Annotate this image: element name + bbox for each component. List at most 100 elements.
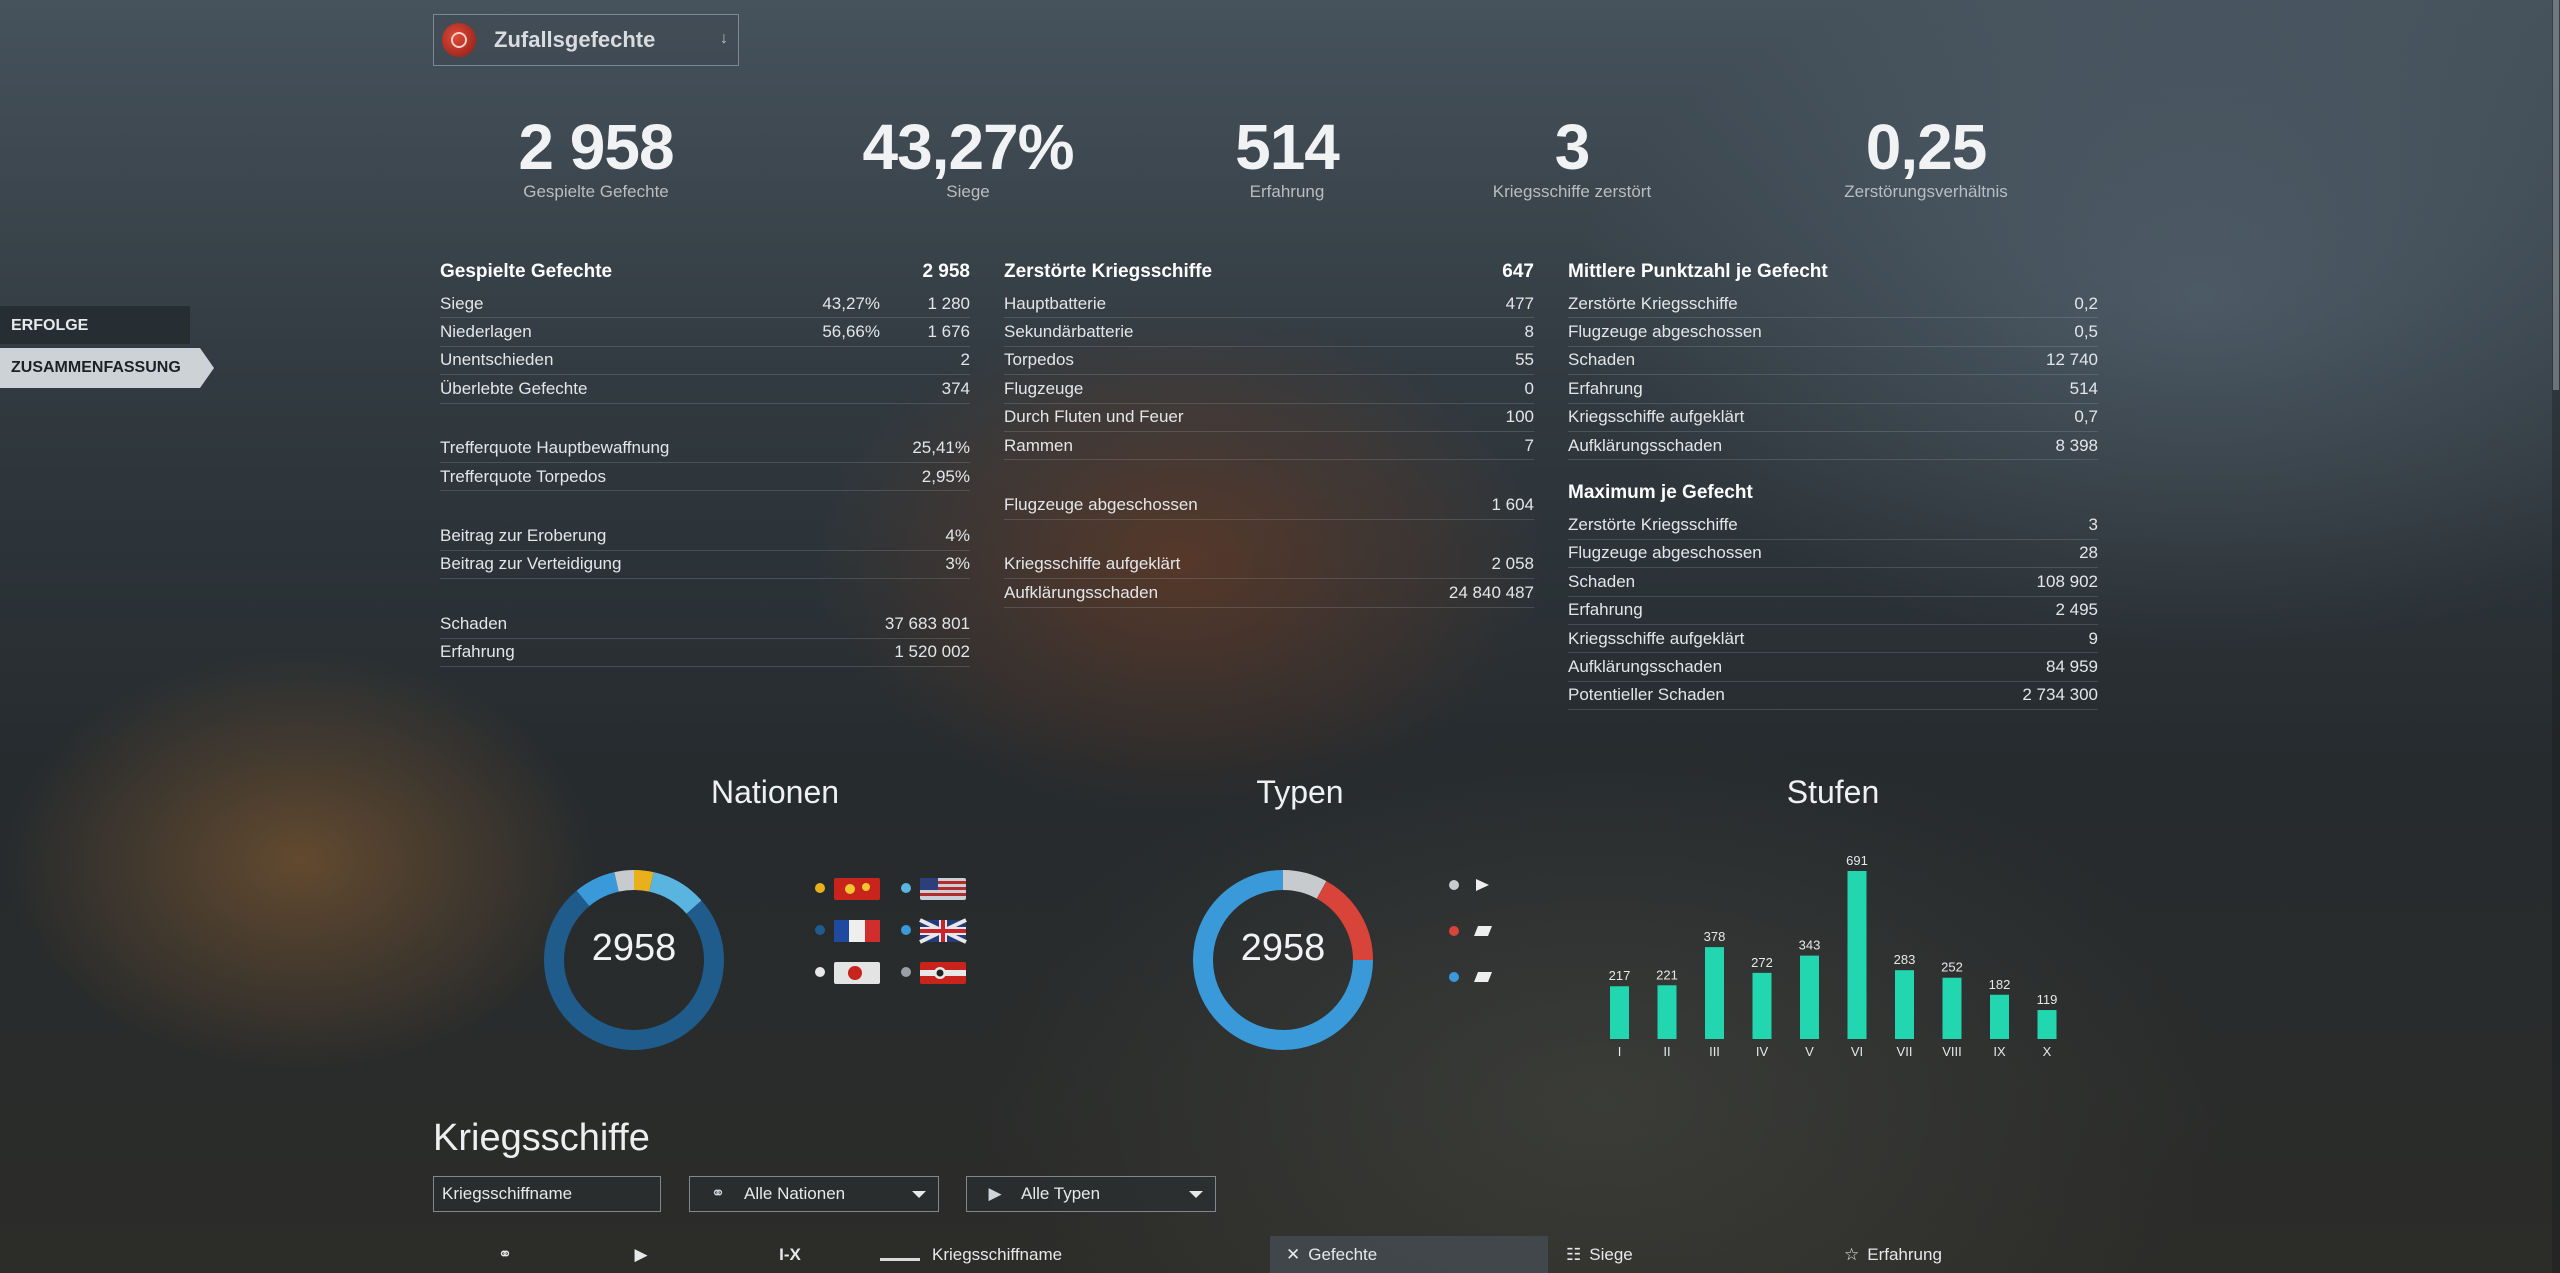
battles-column-header[interactable]: ✕ Gefechte bbox=[1270, 1236, 1548, 1273]
stat-label: Flugzeuge abgeschossen bbox=[1568, 322, 1762, 342]
stat-value: 0 bbox=[1524, 378, 1534, 398]
tier-bar bbox=[1990, 994, 2009, 1039]
ship-name-search-input[interactable] bbox=[433, 1176, 661, 1212]
summary-experience: 514 Erfahrung bbox=[1137, 112, 1437, 202]
header-label: Kriegsschiffname bbox=[932, 1244, 1063, 1264]
stat-row: Trefferquote Torpedos 2,95% bbox=[440, 463, 970, 492]
stat-row: Flugzeuge abgeschossen 28 bbox=[1568, 540, 2098, 569]
stat-value: 3% bbox=[945, 554, 970, 574]
stat-label: Torpedos bbox=[1004, 350, 1074, 370]
bar-value-label: 343 bbox=[1799, 938, 1821, 953]
ship-types-icon: ▶ bbox=[988, 1184, 1002, 1203]
tiers-bar-chart: 217 I 221 II 378 III 272 IV 343 V 691 VI 283 VII 252 VI… bbox=[1609, 853, 2058, 1059]
stat-value: 2 bbox=[960, 350, 970, 370]
donut-slice bbox=[1282, 870, 1327, 899]
stat-label: Erfahrung bbox=[440, 642, 515, 662]
types-legend bbox=[1449, 879, 1492, 982]
stat-row: Aufklärungsschaden 84 959 bbox=[1568, 653, 2098, 682]
nav-achievements[interactable]: ERFOLGE bbox=[0, 306, 190, 344]
scrollbar-track[interactable] bbox=[2552, 0, 2560, 1273]
stat-row: Niederlagen 56,66% 1 676 bbox=[440, 318, 970, 347]
tiers-chart-title: Stufen bbox=[1786, 774, 1880, 810]
stat-value: 0,5 bbox=[2074, 322, 2098, 342]
stat-label: Erfahrung bbox=[1568, 378, 1643, 398]
summary-value: 514 bbox=[1235, 111, 1340, 183]
random-battles-icon bbox=[442, 23, 476, 57]
nation-column-header[interactable]: ⚭ bbox=[488, 1236, 522, 1273]
nation-filter-select[interactable]: ⚭ Alle Nationen bbox=[689, 1176, 939, 1212]
wins-column-header[interactable]: ☷ Siege bbox=[1562, 1236, 1822, 1273]
stat-row: Torpedos 55 bbox=[1004, 347, 1534, 376]
charts-area: 2958 2958 217I221II378III272IV343V691VI2… bbox=[544, 853, 2058, 1059]
donut-slice bbox=[1316, 881, 1373, 961]
bar-category-label: III bbox=[1709, 1044, 1720, 1059]
summary-label: Kriegsschiffe zerstört bbox=[1492, 182, 1652, 201]
stat-row: Potentieller Schaden 2 734 300 bbox=[1568, 682, 2098, 711]
stat-value: 0,2 bbox=[2074, 293, 2098, 313]
donut-slice bbox=[1193, 870, 1373, 1050]
scrollbar-thumb[interactable] bbox=[2553, 0, 2559, 390]
section-header: Zerstörte Kriegsschiffe 647 bbox=[1004, 254, 1534, 290]
header-label: Siege bbox=[1589, 1244, 1633, 1264]
stat-value: 28 bbox=[2079, 543, 2098, 563]
stat-value: 2 495 bbox=[2055, 600, 2098, 620]
bar-category-label: VII bbox=[1897, 1044, 1913, 1059]
tier-bar bbox=[1942, 977, 1962, 1039]
summary-value: 0,25 bbox=[1865, 111, 1988, 183]
bar-value-label: 221 bbox=[1656, 967, 1678, 982]
bar-value-label: 283 bbox=[1894, 952, 1916, 967]
stat-label: Schaden bbox=[1568, 571, 1636, 591]
stat-label: Aufklärungsschaden bbox=[1568, 656, 1723, 676]
tier-column-header[interactable]: I-X bbox=[779, 1244, 801, 1264]
bar-value-label: 252 bbox=[1941, 960, 1963, 975]
stat-label: Potentieller Schaden bbox=[1568, 685, 1725, 705]
stat-row: Beitrag zur Eroberung 4% bbox=[440, 522, 970, 551]
type-filter-select[interactable]: ▶ Alle Typen bbox=[966, 1176, 1216, 1212]
star-icon: ☆ bbox=[1844, 1244, 1860, 1264]
uk-flag-icon bbox=[919, 918, 967, 944]
experience-column-header[interactable]: ☆ Erfahrung bbox=[1840, 1236, 2100, 1273]
header-label: Gespielte Gefechte bbox=[440, 261, 613, 282]
stat-value: 12 740 bbox=[2046, 350, 2098, 370]
chevron-down-icon bbox=[1189, 1190, 1203, 1198]
bar-category-label: VI bbox=[1851, 1044, 1863, 1059]
tier-bar bbox=[1657, 985, 1677, 1039]
battle-mode-selector[interactable]: Zufallsgefechte ↓ bbox=[433, 14, 739, 66]
summary-ships-destroyed: 3 Kriegsschiffe zerstört bbox=[1422, 112, 1722, 202]
bar-value-label: 119 bbox=[2037, 992, 2058, 1007]
types-center-label: 2958 bbox=[1241, 927, 1326, 969]
stat-row: Zerstörte Kriegsschiffe 0,2 bbox=[1568, 290, 2098, 319]
stat-label: Erfahrung bbox=[1568, 600, 1643, 620]
stat-value: 3 bbox=[2088, 515, 2098, 535]
stat-row: Durch Fluten und Feuer 100 bbox=[1004, 404, 1534, 432]
stat-value: 1 676 bbox=[927, 322, 970, 342]
summary-label: Gespielte Gefechte bbox=[523, 182, 669, 201]
type-column-header[interactable]: ▶ bbox=[624, 1236, 658, 1273]
stat-label: Trefferquote Hauptbewaffnung bbox=[440, 438, 670, 458]
bar-value-label: 272 bbox=[1751, 955, 1773, 970]
stat-label: Niederlagen bbox=[440, 322, 532, 342]
ship-name-column-header[interactable]: Kriegsschiffname bbox=[880, 1236, 1180, 1273]
tier-bar bbox=[1847, 871, 1867, 1039]
header-label: Gefechte bbox=[1308, 1244, 1378, 1264]
stat-row: Erfahrung 514 bbox=[1568, 375, 2098, 404]
legend-dot bbox=[1449, 880, 1459, 890]
bar-category-label: V bbox=[1805, 1044, 1814, 1059]
stat-row: Erfahrung 2 495 bbox=[1568, 597, 2098, 625]
nav-summary[interactable]: ZUSAMMENFASSUNG bbox=[0, 348, 214, 388]
legend-dot bbox=[901, 967, 911, 977]
stat-value: 25,41% bbox=[912, 438, 970, 458]
stat-label: Überlebte Gefechte bbox=[440, 378, 588, 398]
stat-row: Rammen 7 bbox=[1004, 432, 1534, 461]
stat-label: Flugzeuge bbox=[1004, 378, 1084, 398]
legend-dot bbox=[815, 967, 825, 977]
summary-value: 43,27% bbox=[862, 111, 1074, 183]
destroyer-class-icon bbox=[1476, 879, 1489, 891]
stat-row: Flugzeuge abgeschossen 1 604 bbox=[1004, 491, 1534, 520]
summary-value: 2 958 bbox=[518, 111, 674, 183]
bar-value-label: 182 bbox=[1989, 977, 2011, 992]
bar-value-label: 378 bbox=[1704, 929, 1726, 944]
stat-value: 1 604 bbox=[1491, 495, 1534, 515]
bar-value-label: 217 bbox=[1609, 968, 1631, 983]
stats-column-destroyed: Zerstörte Kriegsschiffe 647 Hauptbatteri… bbox=[1004, 254, 1534, 608]
